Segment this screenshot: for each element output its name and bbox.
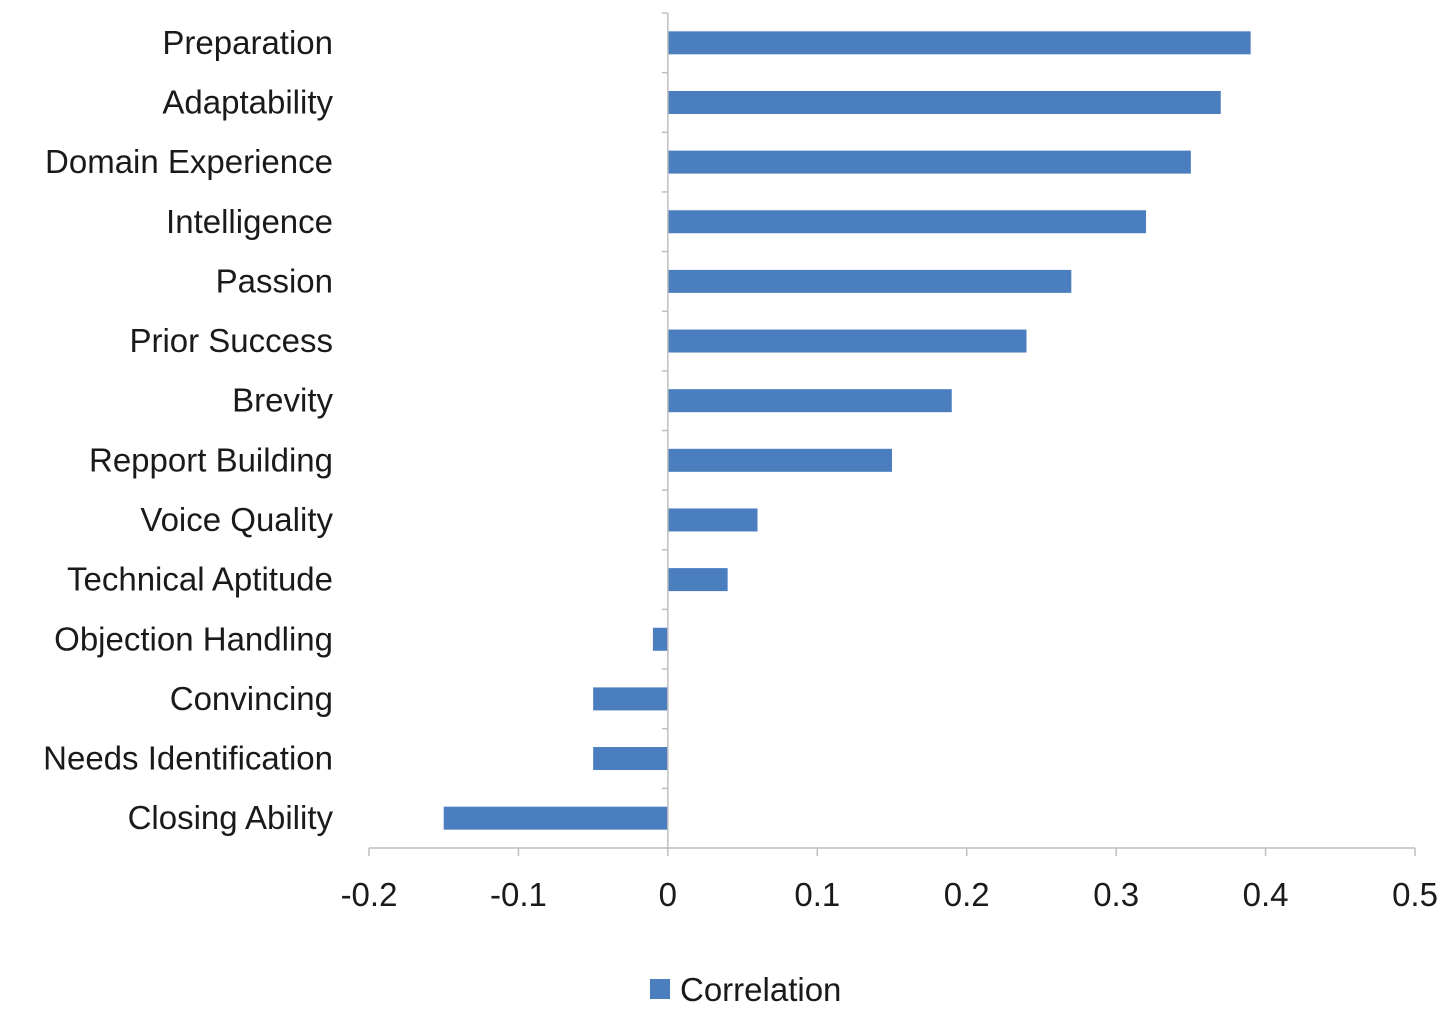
- bar-closing-ability: [443, 806, 668, 830]
- bar-intelligence: [667, 210, 1147, 234]
- category-label: Convincing: [170, 680, 333, 717]
- bar-needs-identification: [593, 747, 668, 771]
- category-label: Objection Handling: [54, 620, 333, 657]
- bar-voice-quality: [667, 508, 758, 532]
- x-tick-label: 0.5: [1392, 876, 1438, 913]
- x-tick-label: -0.2: [341, 876, 398, 913]
- category-labels-group: Preparation Adaptability Domain Experience…: [43, 24, 333, 836]
- bars-group: [443, 31, 1251, 830]
- bar-convincing: [593, 687, 668, 711]
- x-tick-label: 0.2: [944, 876, 990, 913]
- bar-technical-aptitude: [667, 568, 728, 592]
- category-label: Closing Ability: [128, 799, 334, 836]
- bar-prior-success: [667, 329, 1027, 353]
- bar-brevity: [667, 389, 952, 413]
- bar-preparation: [667, 31, 1251, 55]
- x-tick-label: 0.4: [1243, 876, 1289, 913]
- category-label: Voice Quality: [140, 501, 333, 538]
- category-label: Needs Identification: [43, 740, 333, 777]
- x-tick-label: -0.1: [490, 876, 547, 913]
- category-label: Repport Building: [89, 441, 333, 478]
- category-label: Brevity: [232, 382, 333, 419]
- legend: Correlation: [650, 971, 841, 1008]
- axes-group: [368, 12, 1416, 856]
- category-label: Preparation: [162, 24, 333, 61]
- category-label: Adaptability: [162, 83, 333, 120]
- x-tick-label: 0.1: [794, 876, 840, 913]
- category-label: Technical Aptitude: [67, 561, 333, 598]
- category-label: Intelligence: [166, 203, 333, 240]
- x-tick-label: 0: [659, 876, 677, 913]
- bar-objection-handling: [652, 627, 668, 651]
- bar-passion: [667, 269, 1072, 293]
- legend-label: Correlation: [680, 971, 841, 1008]
- category-label: Passion: [216, 262, 333, 299]
- x-tick-label: 0.3: [1093, 876, 1139, 913]
- category-label: Prior Success: [129, 322, 333, 359]
- bar-domain-experience: [667, 150, 1191, 174]
- bar-repport-building: [667, 448, 892, 472]
- bar-adaptability: [667, 90, 1221, 114]
- category-label: Domain Experience: [45, 143, 333, 180]
- tick-labels-group: -0.2 -0.1 0 0.1 0.2 0.3 0.4 0.5: [341, 876, 1438, 913]
- legend-swatch: [650, 979, 670, 999]
